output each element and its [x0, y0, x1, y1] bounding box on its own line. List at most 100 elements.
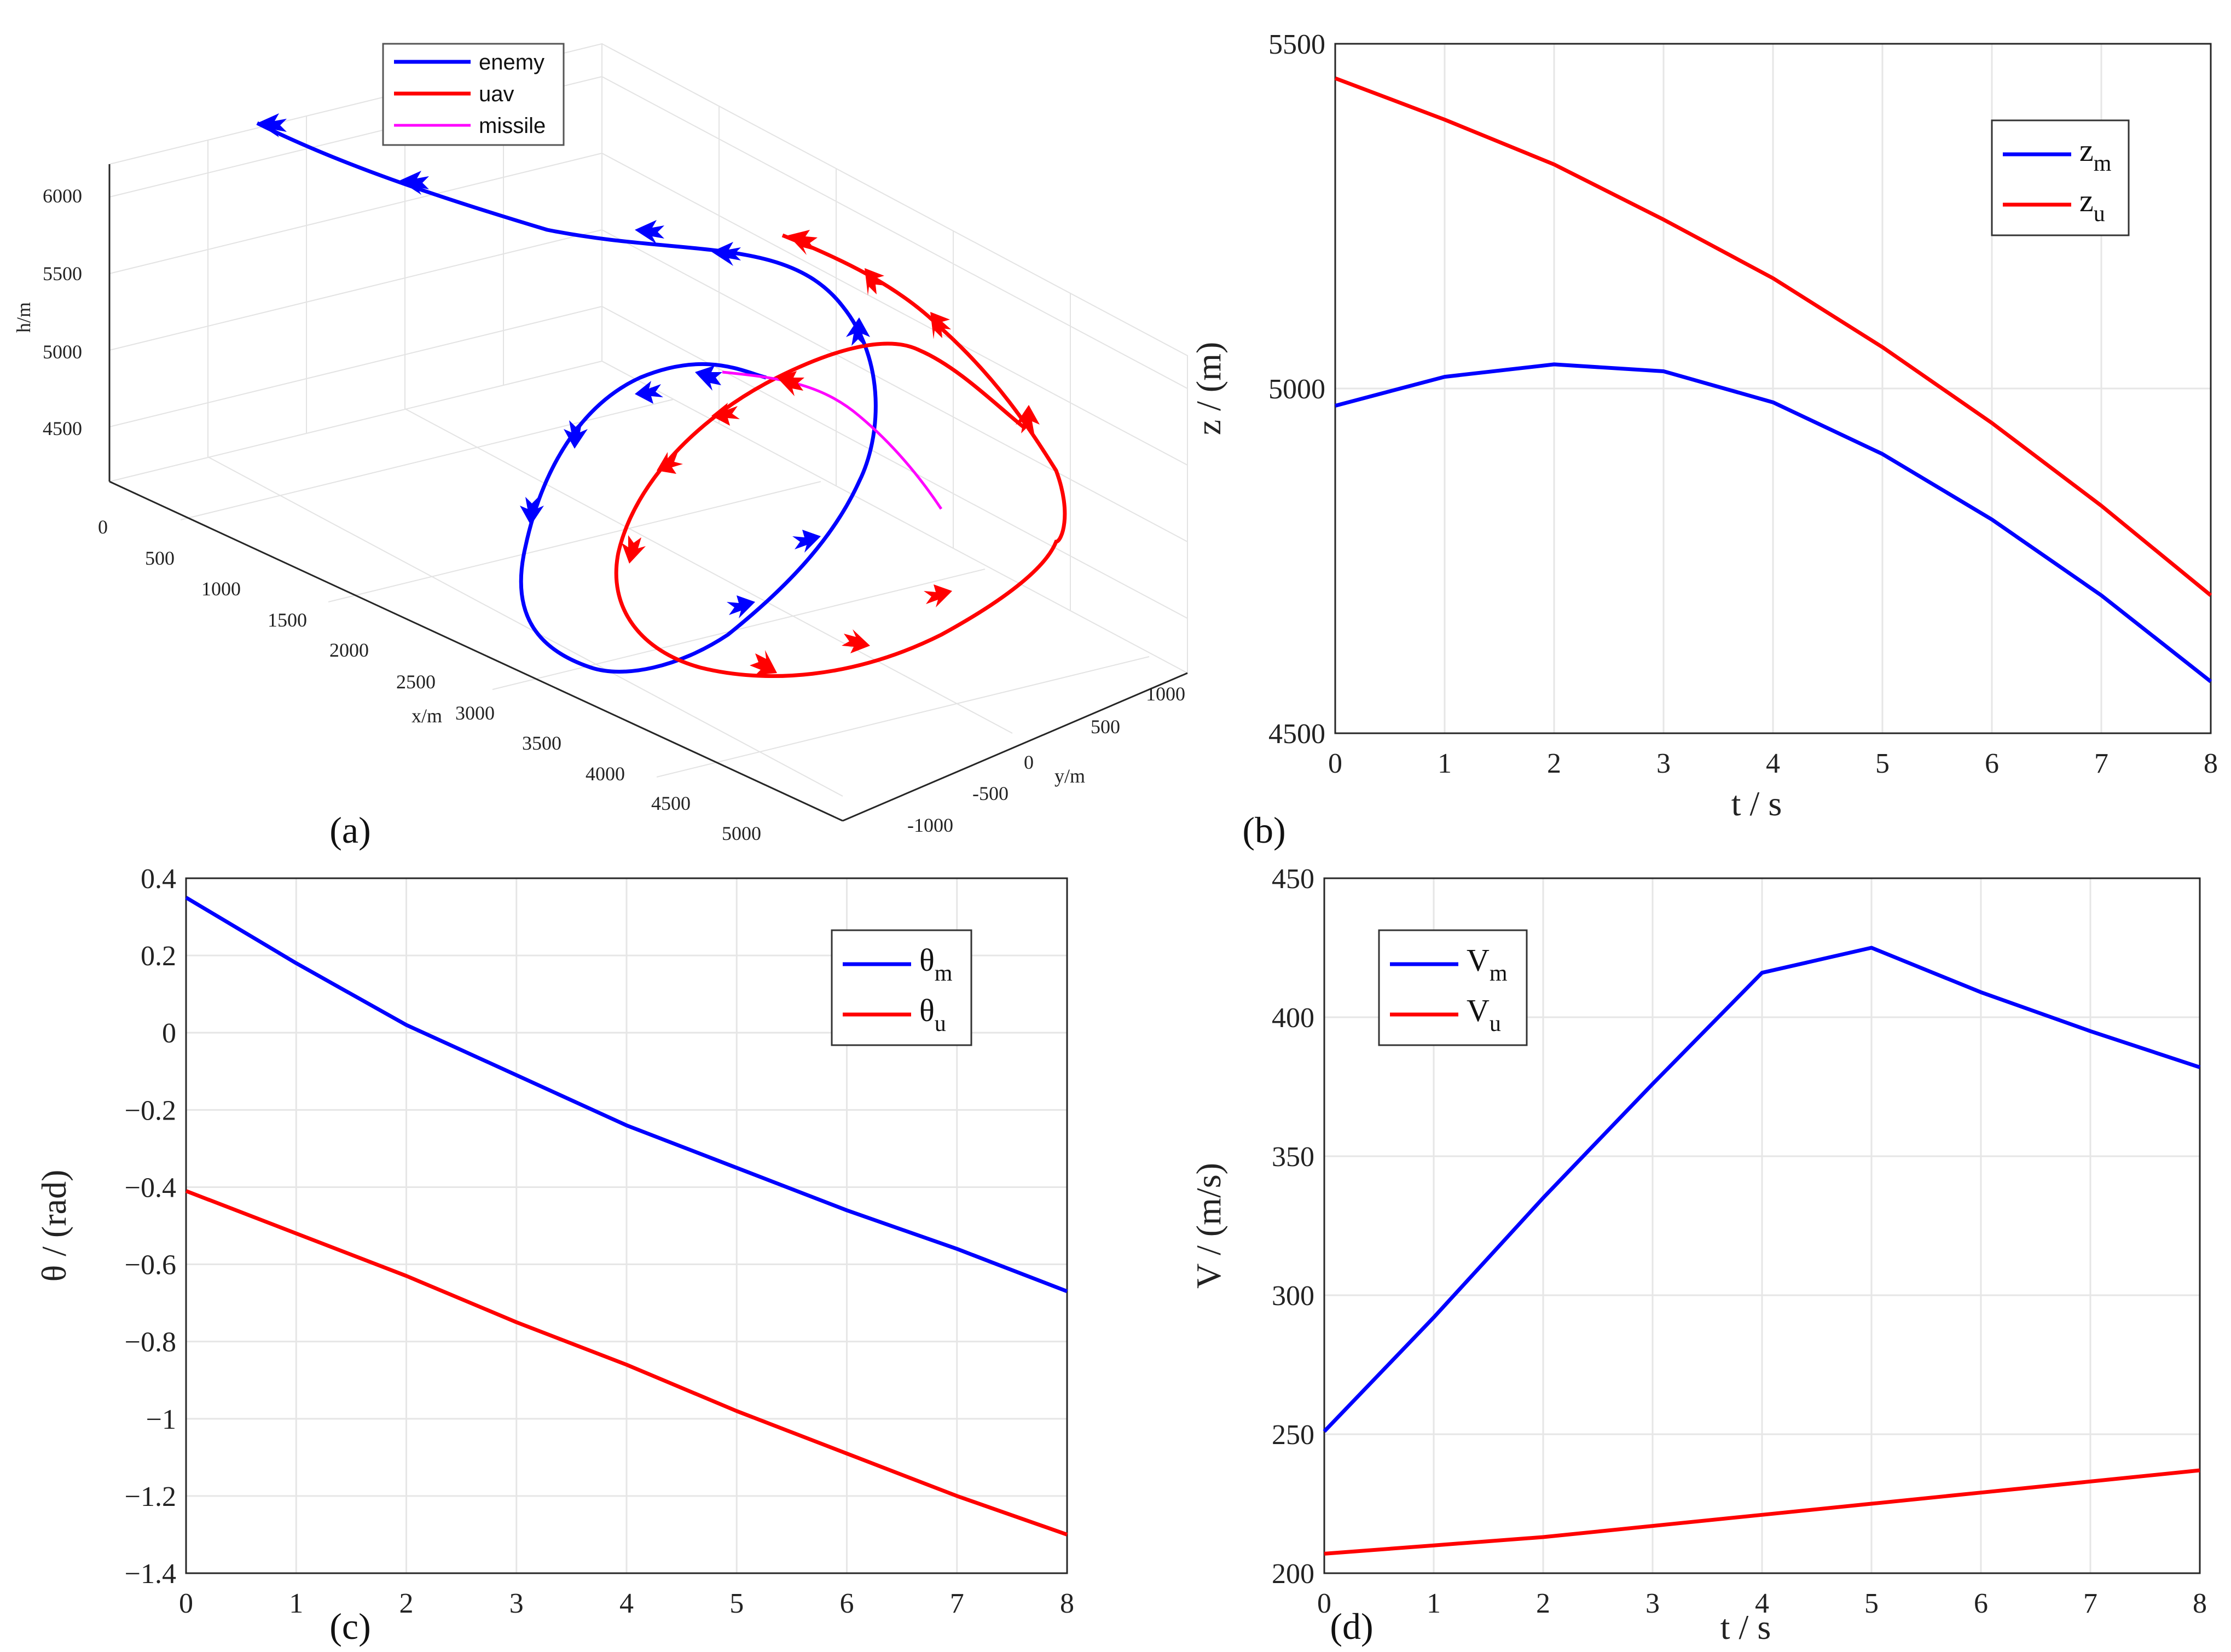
x-tick-label: 4	[619, 1588, 634, 1619]
series-line-θ-m	[185, 896, 1068, 1294]
x-tick-label: 5	[1864, 1588, 1879, 1619]
aircraft-icon	[924, 584, 952, 607]
aircraft-icon	[399, 171, 429, 195]
y-tick-label: 4500	[1268, 718, 1325, 750]
z-tick-label: 5000	[43, 341, 82, 363]
aircraft-icon	[1016, 405, 1040, 433]
x-tick-label: 1	[289, 1588, 303, 1619]
x-tick-label: 6	[1974, 1588, 1988, 1619]
uav-aircraft-markers	[622, 230, 1040, 675]
x-tick-label: 7	[950, 1588, 964, 1619]
aircraft-icon	[695, 366, 722, 391]
x-tick-label: 1500	[268, 609, 307, 631]
x-tick-label: 3	[1645, 1588, 1660, 1619]
x-tick-label: 5	[729, 1588, 744, 1619]
x-axis-label: t / s	[1731, 784, 1782, 823]
axes-frame	[1323, 877, 2201, 1574]
z-tick-label: 6000	[43, 185, 82, 207]
panel-label: (d)	[1330, 1605, 1373, 1647]
enemy-aircraft-markers	[257, 113, 870, 618]
panel-label: (b)	[1242, 809, 1285, 851]
axes-frame	[185, 877, 1068, 1574]
y-tick-label: 5000	[1268, 374, 1325, 405]
panel-a-y-tick-labels: -1000 -500 0 500 1000	[907, 683, 1185, 836]
y-tick-label: −0.2	[125, 1095, 176, 1126]
legend-uav-label: uav	[479, 82, 514, 106]
x-tick-label: 1	[1427, 1588, 1441, 1619]
y-tick-label: −0.6	[125, 1250, 176, 1281]
missile-trajectory	[722, 370, 943, 510]
aircraft-icon	[711, 403, 740, 426]
x-tick-label: 2	[1536, 1588, 1550, 1619]
y-tick-label: -500	[972, 782, 1009, 804]
y-tick-label: −0.8	[125, 1327, 176, 1358]
aircraft-icon	[622, 535, 646, 564]
x-tick-label: 2000	[329, 639, 369, 661]
panel-a-legend: enemy uav missile	[382, 43, 565, 146]
y-tick-label: -1000	[907, 814, 953, 836]
aircraft-icon	[792, 530, 821, 553]
y-tick-label: −0.4	[125, 1172, 176, 1203]
enemy-trajectory	[256, 121, 878, 674]
series-line-θ-u	[185, 1189, 1068, 1537]
x-tick-label: 7	[2083, 1588, 2097, 1619]
y-tick-label: 0.4	[141, 863, 176, 895]
x-tick-label: 3	[1656, 748, 1671, 779]
y-tick-label: 5500	[1268, 29, 1325, 60]
aircraft-icon	[846, 317, 870, 346]
aircraft-icon	[520, 497, 544, 525]
x-tick-label: 5000	[722, 822, 761, 844]
y-axis-label: z / (m)	[1189, 342, 1228, 436]
aircraft-icon	[711, 242, 741, 266]
x-tick-label: 0	[1317, 1588, 1331, 1619]
y-tick-label: 0	[162, 1018, 176, 1049]
z-tick-label: 4500	[43, 418, 82, 439]
aircraft-icon	[930, 312, 951, 339]
panel-a-3d-trajectory: 4500 5000 5500 6000 h/m 0 500 1000 1500 …	[13, 43, 1188, 851]
aircraft-icon	[635, 220, 664, 244]
y-axis-label: V / (m/s)	[1189, 1163, 1228, 1289]
x-tick-label: 7	[2094, 748, 2108, 779]
x-tick-label: 1	[1438, 748, 1452, 779]
panel-a-label: (a)	[329, 809, 370, 851]
x-tick-label: 2	[399, 1588, 414, 1619]
x-tick-label: 6	[1985, 748, 1999, 779]
aircraft-icon	[750, 650, 777, 675]
y-tick-label: −1.4	[125, 1558, 176, 1590]
panel-a-z-tick-labels: 4500 5000 5500 6000	[43, 185, 82, 439]
uav-trajectory	[614, 233, 1067, 679]
y-tick-label: 0.2	[141, 941, 176, 972]
y-tick-label: 500	[1091, 716, 1120, 738]
aircraft-icon	[777, 371, 804, 396]
aircraft-icon	[657, 452, 683, 474]
y-tick-label: 450	[1272, 863, 1314, 895]
aircraft-icon	[842, 629, 870, 653]
x-tick-label: 8	[2204, 748, 2218, 779]
x-tick-label: 3000	[455, 702, 495, 724]
legend-missile-label: missile	[479, 114, 546, 138]
x-tick-label: 4000	[586, 763, 625, 785]
x-tick-label: 2500	[396, 671, 436, 693]
aircraft-icon	[865, 268, 885, 295]
panel-a-xlabel: x/m	[412, 705, 442, 727]
x-tick-label: 4500	[651, 792, 691, 814]
aircraft-icon	[635, 381, 663, 404]
panel-c-theta-vs-t: 0 1 2 3 4 5 6 7 8 −1.4 −1.2 −1 −0.8 −0.6 −0.4 −0.2 0 0.2 0…	[34, 863, 1074, 1647]
legend-enemy-label: enemy	[479, 50, 544, 74]
y-tick-label: −1	[146, 1404, 176, 1435]
x-tick-label: 0	[179, 1588, 193, 1619]
legend-box	[831, 929, 972, 1046]
x-tick-label: 2	[1547, 748, 1561, 779]
panel-d-v-vs-t: 0 1 2 3 4 5 6 7 8 200 250 300 350 400 450 V / (m/s) t / …	[1189, 863, 2207, 1647]
panel-a-ylabel: y/m	[1054, 765, 1085, 787]
y-tick-label: 300	[1272, 1280, 1314, 1312]
aircraft-icon	[564, 420, 588, 449]
y-tick-label: 0	[1024, 751, 1034, 773]
legend-box	[1991, 119, 2130, 236]
x-tick-label: 8	[2193, 1588, 2207, 1619]
